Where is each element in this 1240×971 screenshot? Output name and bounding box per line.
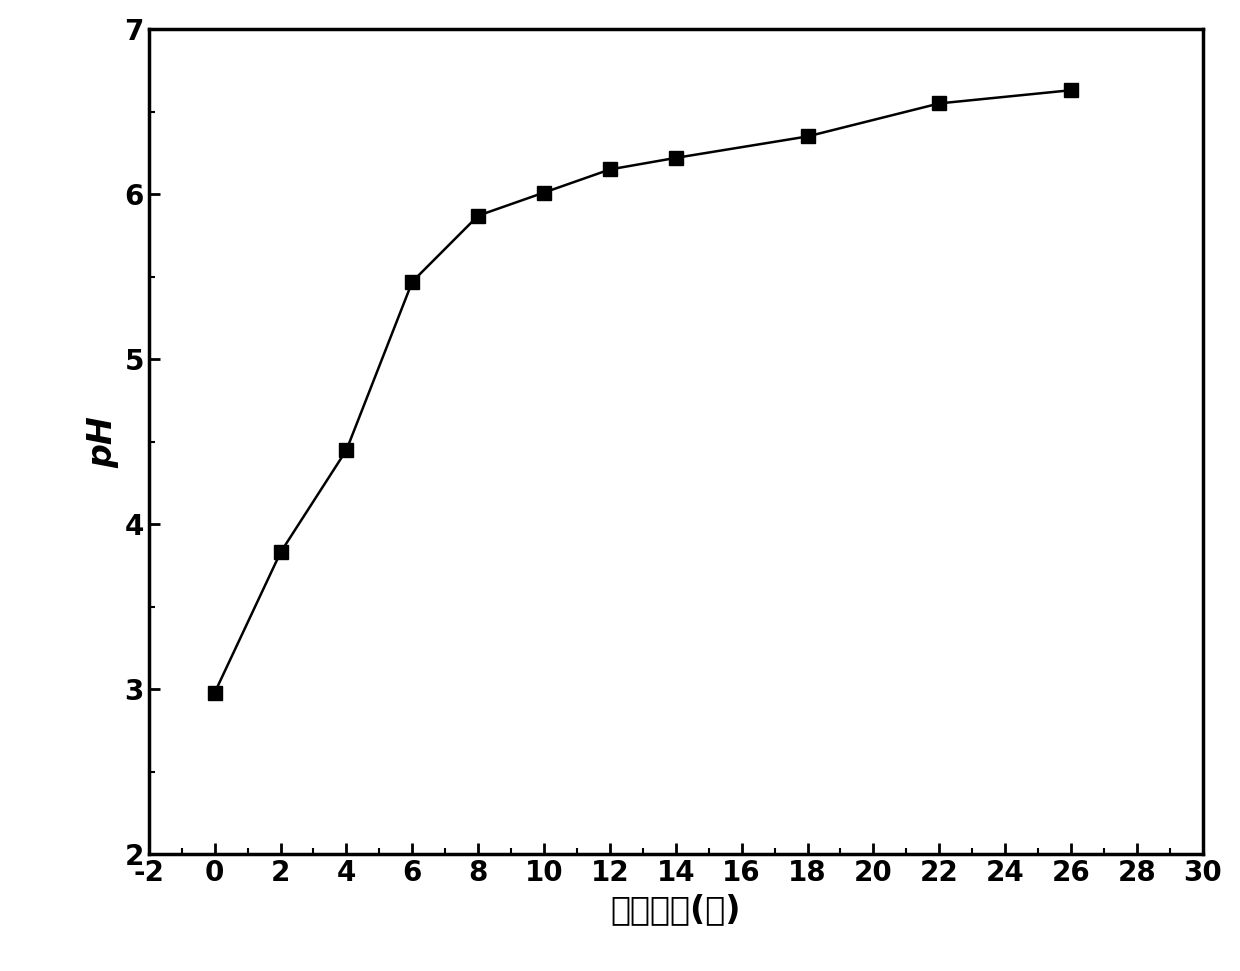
Y-axis label: pH: pH <box>86 416 119 468</box>
X-axis label: 培养时间(天): 培养时间(天) <box>610 893 742 926</box>
